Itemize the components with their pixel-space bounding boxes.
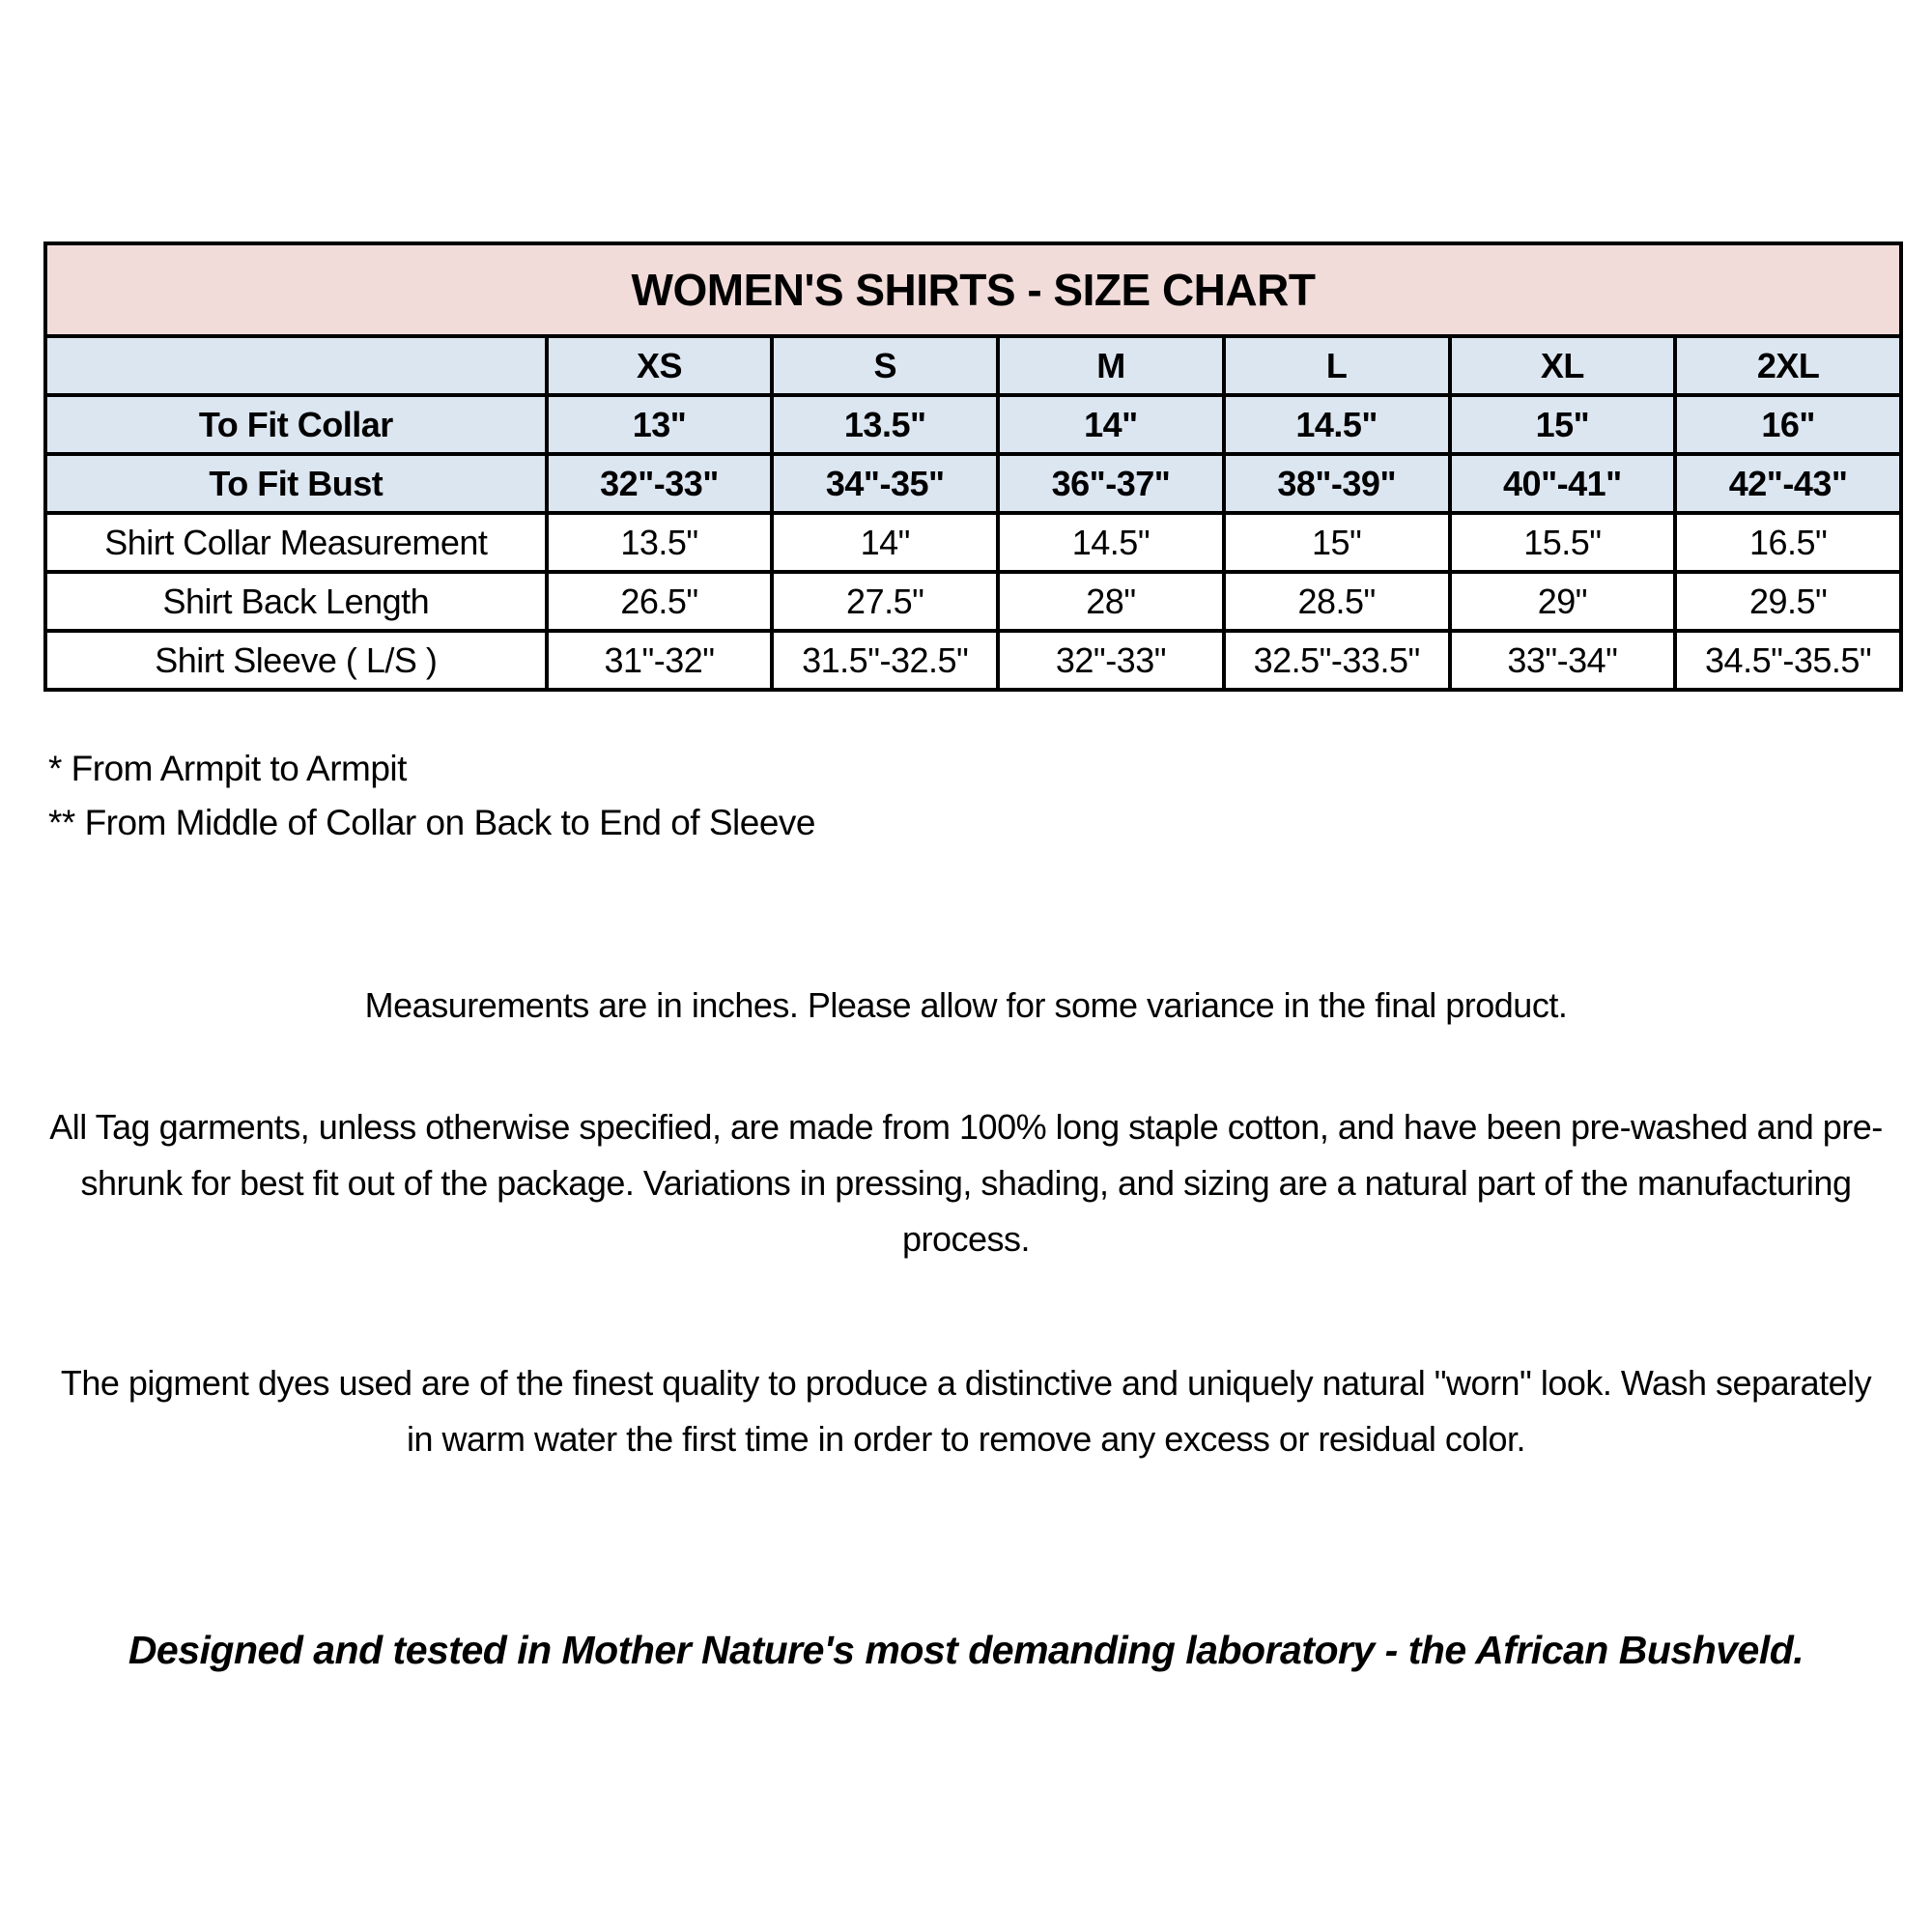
table-row: To Fit Collar 13" 13.5" 14" 14.5" 15" 16" [43, 393, 1903, 456]
footnotes: * From Armpit to Armpit ** From Middle o… [48, 742, 816, 850]
measurement-cell: 32"-33" [544, 452, 775, 515]
table-title-row: WOMEN'S SHIRTS - SIZE CHART [43, 242, 1903, 338]
table-row: To Fit Bust 32"-33" 34"-35" 36"-37" 38"-39" 4… [43, 452, 1903, 515]
size-header-cell: XL [1447, 334, 1678, 397]
measurement-cell: 32.5"-33.5" [1221, 629, 1452, 692]
measurement-cell: 32"-33" [996, 629, 1226, 692]
table-row: Shirt Sleeve ( L/S ) 31"-32" 31.5"-32.5" 32… [43, 629, 1903, 692]
measurement-cell: 34.5"-35.5" [1673, 629, 1903, 692]
size-header-row: XS S M L XL 2XL [43, 334, 1903, 397]
row-label-cell: Shirt Collar Measurement [43, 511, 549, 574]
measurement-cell: 27.5" [770, 570, 1001, 633]
row-label-cell: To Fit Collar [43, 393, 549, 456]
paragraph-measurements: Measurements are in inches. Please allow… [364, 985, 1568, 1025]
size-header-cell: XS [544, 334, 775, 397]
size-chart-table: WOMEN'S SHIRTS - SIZE CHART XS S M L XL 2XL T… [43, 242, 1903, 692]
measurement-cell: 29" [1447, 570, 1678, 633]
row-label-cell: Shirt Sleeve ( L/S ) [43, 629, 549, 692]
measurement-cell: 31.5"-32.5" [770, 629, 1001, 692]
footer-tagline: Designed and tested in Mother Nature's m… [128, 1628, 1804, 1672]
footnote-armpit: * From Armpit to Armpit [48, 749, 407, 788]
measurement-cell: 31"-32" [544, 629, 775, 692]
measurement-cell: 16.5" [1673, 511, 1903, 574]
measurement-cell: 15" [1221, 511, 1452, 574]
measurement-cell: 26.5" [544, 570, 775, 633]
measurement-cell: 13" [544, 393, 775, 456]
measurement-cell: 15" [1447, 393, 1678, 456]
paragraph-fabric: All Tag garments, unless otherwise speci… [49, 1107, 1883, 1259]
table-title: WOMEN'S SHIRTS - SIZE CHART [43, 242, 1903, 338]
corner-cell [43, 334, 549, 397]
measurement-cell: 42"-43" [1673, 452, 1903, 515]
size-header-cell: 2XL [1673, 334, 1903, 397]
measurement-cell: 16" [1673, 393, 1903, 456]
measurement-cell: 38"-39" [1221, 452, 1452, 515]
measurement-cell: 14.5" [996, 511, 1226, 574]
paragraph-dyes: The pigment dyes used are of the finest … [60, 1363, 1872, 1459]
size-header-cell: M [996, 334, 1226, 397]
measurement-cell: 14" [770, 511, 1001, 574]
measurement-cell: 33"-34" [1447, 629, 1678, 692]
measurement-cell: 40"-41" [1447, 452, 1678, 515]
size-header-cell: L [1221, 334, 1452, 397]
row-label-cell: To Fit Bust [43, 452, 549, 515]
measurement-cell: 15.5" [1447, 511, 1678, 574]
table-row: Shirt Collar Measurement 13.5" 14" 14.5" 15"… [43, 511, 1903, 574]
measurement-cell: 13.5" [544, 511, 775, 574]
measurement-cell: 14" [996, 393, 1226, 456]
measurement-cell: 36"-37" [996, 452, 1226, 515]
row-label-cell: Shirt Back Length [43, 570, 549, 633]
measurement-cell: 29.5" [1673, 570, 1903, 633]
size-header-cell: S [770, 334, 1001, 397]
footnote-sleeve: ** From Middle of Collar on Back to End … [48, 803, 816, 842]
measurement-cell: 34"-35" [770, 452, 1001, 515]
measurement-cell: 13.5" [770, 393, 1001, 456]
measurement-cell: 28.5" [1221, 570, 1452, 633]
measurement-cell: 28" [996, 570, 1226, 633]
table-row: Shirt Back Length 26.5" 27.5" 28" 28.5" 29" 29… [43, 570, 1903, 633]
measurement-cell: 14.5" [1221, 393, 1452, 456]
